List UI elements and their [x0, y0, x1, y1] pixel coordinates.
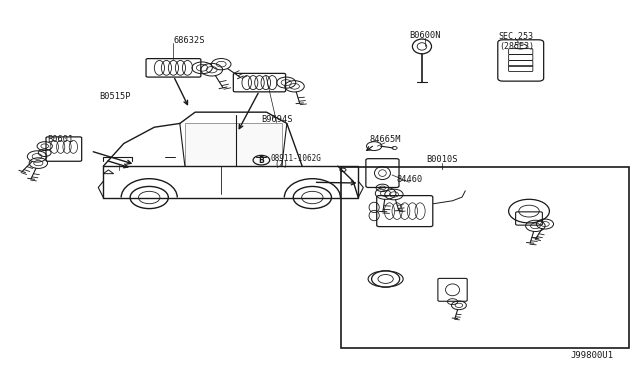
Text: (2): (2): [274, 160, 288, 169]
Text: B0600N: B0600N: [409, 31, 440, 40]
Text: B: B: [259, 155, 264, 165]
Text: 68632S: 68632S: [173, 36, 205, 45]
Text: B9694S: B9694S: [261, 115, 292, 124]
Text: 08911-1062G: 08911-1062G: [271, 154, 322, 163]
Bar: [236, 124, 282, 166]
Bar: [185, 124, 236, 166]
Text: SEC.253: SEC.253: [499, 32, 534, 41]
Text: B0601: B0601: [47, 135, 73, 144]
Text: 84665M: 84665M: [369, 135, 401, 144]
Text: B0010S: B0010S: [427, 155, 458, 164]
Text: J99800U1: J99800U1: [570, 351, 613, 360]
Text: B0515P: B0515P: [99, 92, 131, 101]
Text: 84460: 84460: [396, 175, 422, 184]
Bar: [341, 167, 629, 348]
Text: (285E3): (285E3): [499, 42, 534, 51]
